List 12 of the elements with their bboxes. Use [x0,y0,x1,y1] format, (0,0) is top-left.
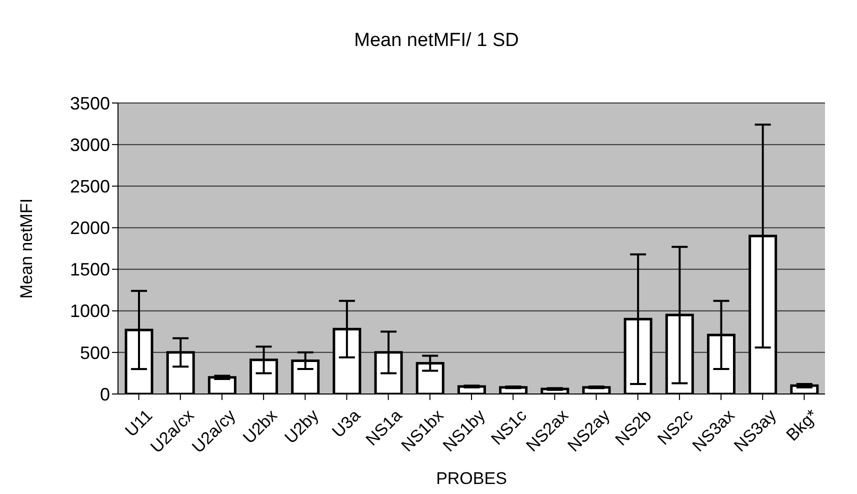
y-tick-label: 3000 [70,134,110,155]
y-tick-label: 2500 [70,176,110,197]
y-tick-label: 2000 [70,218,110,238]
y-tick-label: 500 [80,342,110,363]
y-tick-label: 3500 [70,93,110,114]
x-axis-title: PROBES [436,469,507,488]
y-tick-label: 1500 [70,260,110,280]
y-tick-label: 0 [100,384,110,404]
x-tick-label: U3a [328,405,364,442]
y-axis-title: Mean netMFI [17,198,36,299]
y-tick-label: 1000 [70,301,110,322]
chart-title: Mean netMFI/ 1 SD [353,30,520,52]
